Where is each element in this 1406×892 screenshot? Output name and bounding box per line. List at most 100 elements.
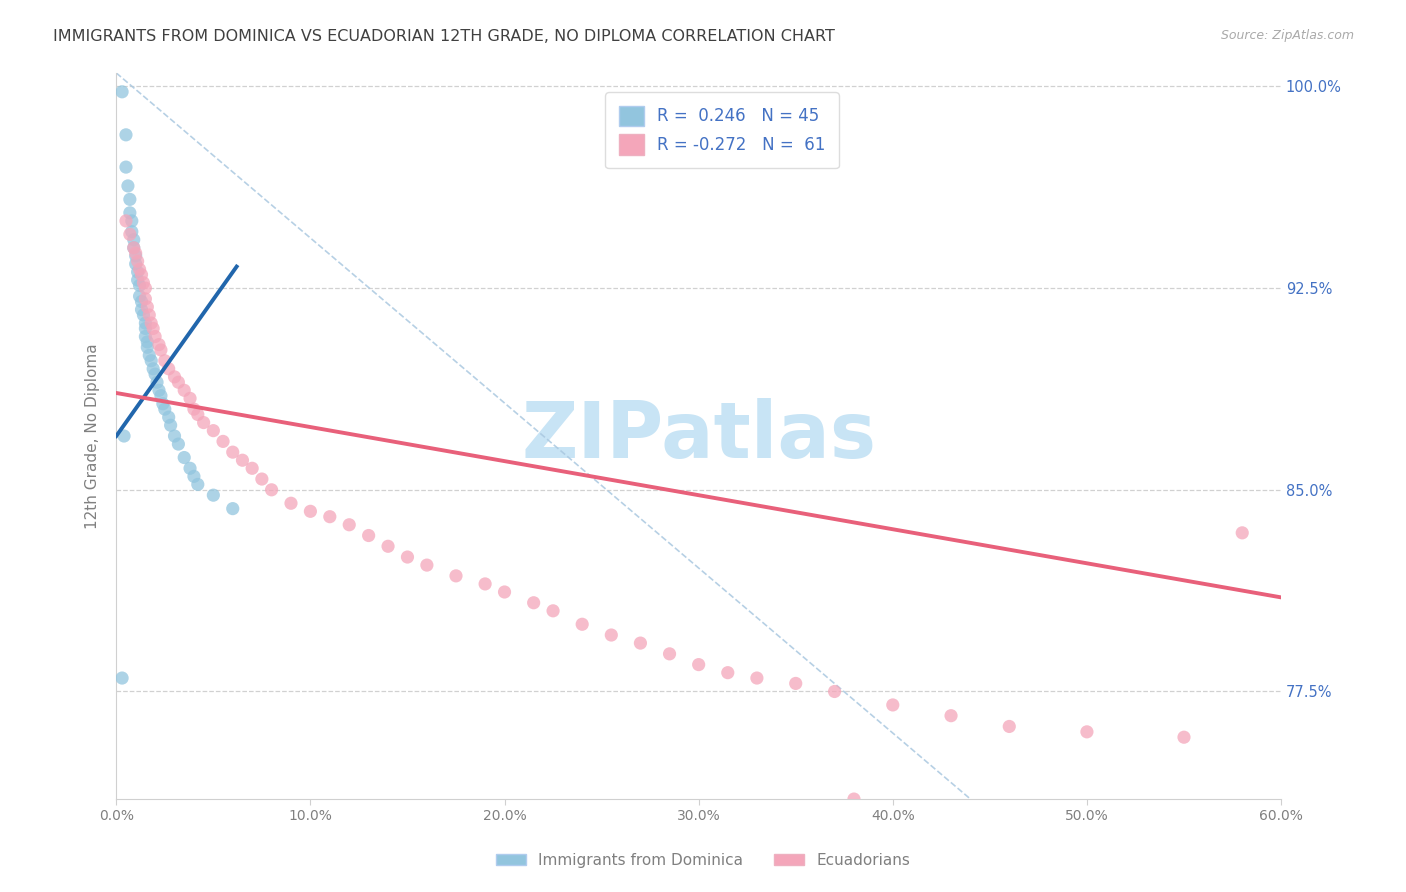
Point xyxy=(183,402,205,417)
Point xyxy=(127,273,149,287)
Point xyxy=(132,276,155,290)
Point xyxy=(134,316,156,330)
Point xyxy=(118,227,141,242)
Point xyxy=(179,392,201,406)
Point xyxy=(688,657,710,672)
Point xyxy=(131,294,153,309)
Point xyxy=(136,340,159,354)
Point xyxy=(125,257,148,271)
Point xyxy=(1076,724,1098,739)
Point xyxy=(138,348,160,362)
Point xyxy=(148,384,170,398)
Point xyxy=(250,472,273,486)
Point xyxy=(153,353,176,368)
Point xyxy=(785,676,807,690)
Point xyxy=(939,708,962,723)
Point xyxy=(117,178,139,193)
Point xyxy=(842,792,865,806)
Point xyxy=(299,504,322,518)
Point xyxy=(717,665,740,680)
Point xyxy=(134,321,156,335)
Point xyxy=(523,596,546,610)
Point xyxy=(131,268,153,282)
Point xyxy=(121,214,143,228)
Point xyxy=(121,225,143,239)
Point xyxy=(187,477,209,491)
Point xyxy=(136,334,159,349)
Point xyxy=(115,160,138,174)
Point xyxy=(132,308,155,322)
Point xyxy=(131,302,153,317)
Point xyxy=(142,321,165,335)
Point xyxy=(163,429,186,443)
Point xyxy=(159,418,181,433)
Point xyxy=(193,416,215,430)
Legend: Immigrants from Dominica, Ecuadorians: Immigrants from Dominica, Ecuadorians xyxy=(489,847,917,873)
Point xyxy=(179,461,201,475)
Point xyxy=(571,617,593,632)
Point xyxy=(128,278,150,293)
Text: Source: ZipAtlas.com: Source: ZipAtlas.com xyxy=(1220,29,1354,43)
Point xyxy=(157,361,180,376)
Point xyxy=(163,369,186,384)
Point xyxy=(167,376,190,390)
Point xyxy=(231,453,253,467)
Point xyxy=(260,483,283,497)
Point xyxy=(127,254,149,268)
Point xyxy=(157,410,180,425)
Point xyxy=(628,636,651,650)
Point xyxy=(222,445,245,459)
Point xyxy=(125,249,148,263)
Point xyxy=(1173,730,1195,744)
Point xyxy=(222,501,245,516)
Point xyxy=(115,128,138,142)
Point xyxy=(128,289,150,303)
Point xyxy=(998,719,1021,733)
Point xyxy=(111,85,134,99)
Point xyxy=(541,604,564,618)
Y-axis label: 12th Grade, No Diploma: 12th Grade, No Diploma xyxy=(86,343,100,529)
Point xyxy=(444,569,467,583)
Point xyxy=(125,246,148,260)
Point xyxy=(143,329,166,343)
Point xyxy=(377,539,399,553)
Point xyxy=(141,316,163,330)
Point xyxy=(148,337,170,351)
Point xyxy=(212,434,235,449)
Point xyxy=(134,281,156,295)
Point xyxy=(280,496,302,510)
Point xyxy=(127,265,149,279)
Point xyxy=(149,389,172,403)
Point xyxy=(118,206,141,220)
Point xyxy=(240,461,263,475)
Point xyxy=(142,361,165,376)
Point xyxy=(146,376,169,390)
Point xyxy=(153,402,176,417)
Point xyxy=(357,528,380,542)
Point xyxy=(141,353,163,368)
Text: IMMIGRANTS FROM DOMINICA VS ECUADORIAN 12TH GRADE, NO DIPLOMA CORRELATION CHART: IMMIGRANTS FROM DOMINICA VS ECUADORIAN 1… xyxy=(53,29,835,45)
Point xyxy=(202,424,225,438)
Point xyxy=(173,450,195,465)
Point xyxy=(122,233,145,247)
Point xyxy=(136,300,159,314)
Point xyxy=(1232,525,1254,540)
Point xyxy=(138,308,160,322)
Point xyxy=(202,488,225,502)
Point xyxy=(319,509,342,524)
Point xyxy=(128,262,150,277)
Point xyxy=(118,193,141,207)
Point xyxy=(149,343,172,357)
Point xyxy=(112,429,135,443)
Point xyxy=(396,549,419,564)
Point xyxy=(167,437,190,451)
Point xyxy=(134,292,156,306)
Point xyxy=(122,241,145,255)
Point xyxy=(658,647,681,661)
Point xyxy=(173,384,195,398)
Point xyxy=(824,684,846,698)
Text: ZIPatlas: ZIPatlas xyxy=(522,398,876,474)
Point xyxy=(745,671,768,685)
Point xyxy=(494,585,516,599)
Point xyxy=(416,558,439,573)
